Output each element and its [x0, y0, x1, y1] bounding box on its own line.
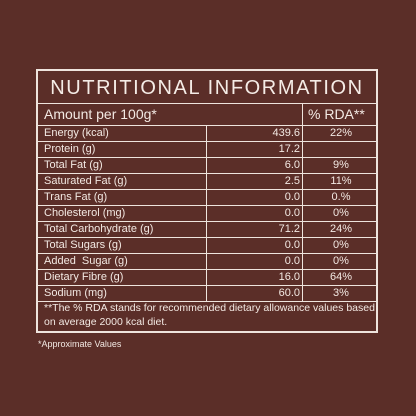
- nutrient-name: Cholesterol (mg): [44, 207, 126, 219]
- column-divider-2: [302, 125, 303, 301]
- rda-header: % RDA**: [308, 106, 365, 122]
- nutrient-amount: 6.0: [284, 159, 300, 171]
- nutrient-rda: 24%: [329, 223, 353, 235]
- nutrient-amount: 17.2: [278, 143, 300, 155]
- nutrient-amount: 439.6: [272, 127, 300, 139]
- nutrient-amount: 0.0: [284, 207, 300, 219]
- nutrient-name: Saturated Fat (g): [44, 175, 128, 187]
- column-divider-1: [206, 125, 207, 301]
- title-divider: [38, 103, 376, 104]
- table-row: Total Fat (g) 6.0 9%: [38, 158, 376, 174]
- table-row: Protein (g) 17.2: [38, 142, 376, 158]
- nutrient-rda: 11%: [330, 175, 352, 187]
- nutrient-name: Sodium (mg): [44, 287, 107, 299]
- nutrient-name: Total Fat (g): [44, 159, 103, 171]
- header-divider: [302, 103, 303, 125]
- nutrient-amount: 0.0: [284, 255, 300, 267]
- nutrient-rda: 0%: [333, 239, 349, 251]
- nutrient-amount: 0.0: [284, 191, 300, 203]
- rda-footnote: **The % RDA stands for recommended dieta…: [44, 302, 375, 328]
- nutrient-name: Total Sugars (g): [44, 239, 122, 251]
- nutrient-amount: 60.0: [278, 287, 300, 299]
- table-row: Cholesterol (mg) 0.0 0%: [38, 206, 376, 222]
- nutrition-panel: NUTRITIONAL INFORMATION Amount per 100g*…: [36, 69, 378, 333]
- nutrient-rda: 22%: [329, 127, 353, 139]
- nutrient-name: Total Carbohydrate (g): [44, 223, 154, 235]
- nutrient-amount: 2.5: [284, 175, 300, 187]
- amount-header: Amount per 100g*: [44, 106, 157, 122]
- table-row: Energy (kcal) 439.6 22%: [38, 126, 376, 142]
- nutrient-name: Protein (g): [44, 143, 96, 155]
- table-row: Trans Fat (g) 0.0 0.%: [38, 190, 376, 206]
- nutrient-rda: 0%: [333, 207, 349, 219]
- nutrition-table: Energy (kcal) 439.6 22% Protein (g) 17.2…: [38, 125, 376, 302]
- table-row: Saturated Fat (g) 2.5 11%: [38, 174, 376, 190]
- table-row: Total Carbohydrate (g) 71.2 24%: [38, 222, 376, 238]
- nutrient-rda: 64%: [329, 271, 353, 283]
- table-row: Total Sugars (g) 0.0 0%: [38, 238, 376, 254]
- table-row: Dietary Fibre (g) 16.0 64%: [38, 270, 376, 286]
- nutrient-rda: 0%: [333, 255, 349, 267]
- table-row: Added Sugar (g) 0.0 0%: [38, 254, 376, 270]
- nutrient-name: Added Sugar (g): [44, 255, 128, 267]
- nutrient-amount: 0.0: [284, 239, 300, 251]
- nutrient-name: Dietary Fibre (g): [44, 271, 124, 283]
- nutrient-name: Trans Fat (g): [44, 191, 108, 203]
- nutrient-amount: 16.0: [278, 271, 300, 283]
- nutrient-name: Energy (kcal): [44, 127, 109, 139]
- panel-title: NUTRITIONAL INFORMATION: [50, 77, 364, 99]
- nutrient-amount: 71.2: [278, 223, 300, 235]
- nutrient-rda: 3%: [333, 287, 349, 299]
- table-row: Sodium (mg) 60.0 3%: [38, 286, 376, 302]
- nutrient-rda: 0.%: [331, 191, 351, 203]
- nutrient-rda: 9%: [333, 159, 349, 171]
- approximate-values-note: *Approximate Values: [38, 339, 122, 349]
